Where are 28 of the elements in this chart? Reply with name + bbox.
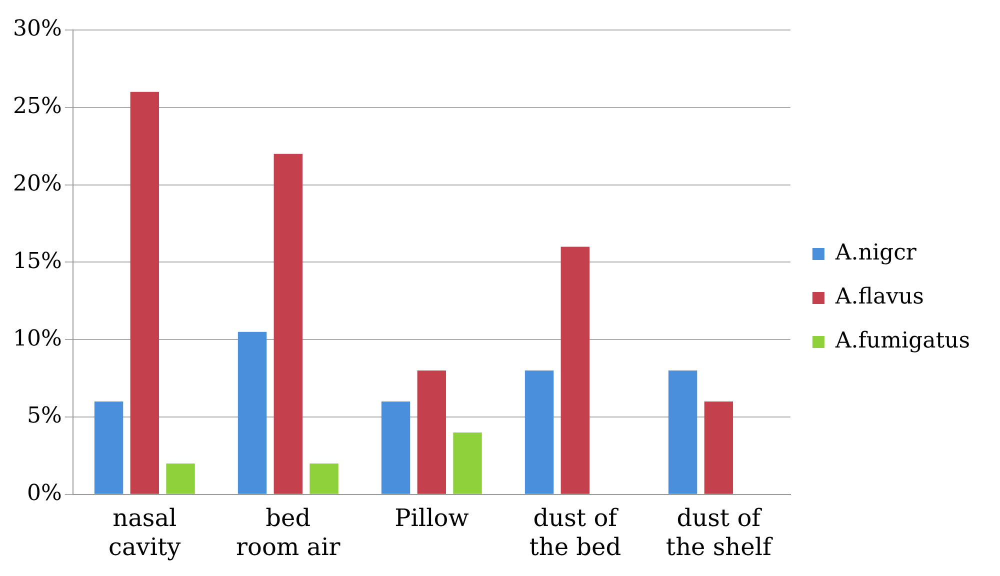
- y-tick-label: 0%: [26, 481, 62, 506]
- legend-label: A.fumigatus: [834, 328, 970, 354]
- bar: [238, 332, 267, 494]
- bar: [560, 246, 590, 494]
- bar: [704, 402, 734, 494]
- bar: [668, 370, 698, 494]
- x-tick-label: dust of the shelf: [666, 504, 774, 561]
- legend-label: A.nigcr: [834, 240, 917, 266]
- bar: [381, 402, 410, 494]
- bar: [274, 154, 303, 494]
- y-tick-label: 30%: [12, 16, 62, 42]
- bar: [310, 463, 338, 494]
- y-tick-label: 15%: [12, 248, 62, 274]
- x-tick-label: bed room air: [236, 504, 341, 561]
- legend-label: A.flavus: [834, 284, 924, 310]
- x-tick-label: nasal cavity: [108, 504, 182, 561]
- bar: [130, 92, 159, 494]
- bar: [94, 402, 124, 494]
- bar: [524, 370, 554, 494]
- x-tick-label: dust of the bed: [529, 504, 622, 561]
- y-tick-label: 5%: [26, 404, 62, 429]
- x-tick-label: Pillow: [394, 504, 470, 532]
- y-tick-label: 10%: [12, 326, 62, 352]
- bar: [166, 463, 195, 494]
- y-tick-label: 25%: [12, 94, 62, 120]
- bar: [417, 370, 446, 494]
- bar: [453, 432, 482, 494]
- y-tick-label: 20%: [12, 172, 62, 197]
